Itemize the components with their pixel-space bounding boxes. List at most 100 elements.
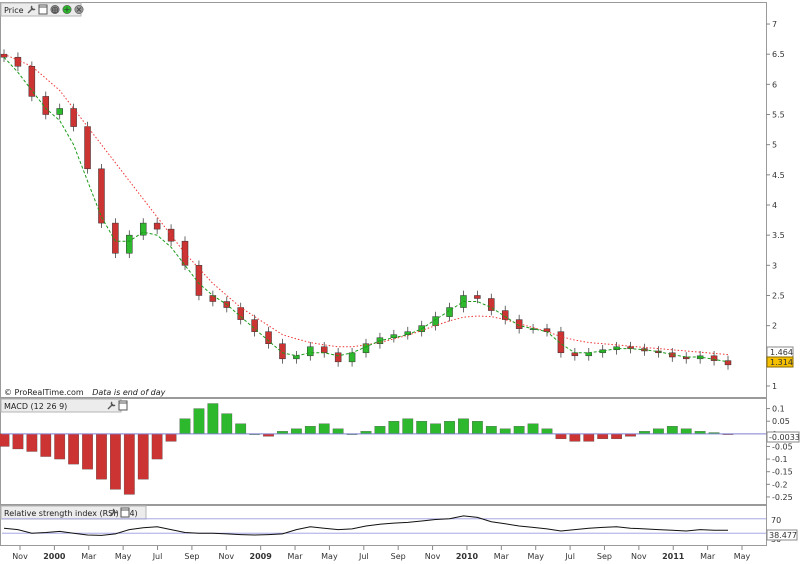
price-candle <box>153 218 161 234</box>
svg-text:+: + <box>64 5 71 14</box>
macd-bar <box>555 433 567 440</box>
macd-bar <box>151 433 163 460</box>
macd-tick-label: -0.25 <box>772 493 793 502</box>
price-candle <box>557 326 565 358</box>
x-tick-label: Mar <box>81 552 97 561</box>
macd-bar <box>416 421 428 434</box>
x-tick-label: Nov <box>218 552 234 561</box>
macd-bar <box>137 433 149 480</box>
macd-bar <box>458 418 469 434</box>
price-candle <box>362 338 370 358</box>
macd-bar <box>235 423 247 434</box>
svg-text:1.314: 1.314 <box>770 358 793 367</box>
macd-bar <box>304 426 316 434</box>
price-candles <box>0 49 732 370</box>
macd-bar <box>430 423 441 434</box>
macd-bar <box>12 433 24 450</box>
svg-text:Relative strength index (RSI): Relative strength index (RSI) (14) <box>4 509 138 518</box>
price-candle <box>488 293 495 316</box>
rsi-tick-70: 70 <box>771 516 781 525</box>
price-candle <box>501 305 509 325</box>
svg-text:-0.0033: -0.0033 <box>769 433 800 442</box>
price-candle <box>334 347 342 367</box>
price-candle <box>42 91 50 120</box>
macd-bar <box>207 403 219 434</box>
macd-tick-label: -0.1 <box>772 455 788 464</box>
price-candle <box>682 352 690 364</box>
macd-bar <box>444 421 455 434</box>
svg-text:38.477: 38.477 <box>769 531 797 540</box>
macd-bar <box>513 426 525 434</box>
price-candle <box>474 290 481 304</box>
wrench-icon[interactable] <box>109 508 118 517</box>
macd-bar <box>569 433 581 442</box>
price-candle <box>543 323 551 337</box>
macd-bar <box>597 433 609 440</box>
price-candle <box>279 338 286 364</box>
window-icon[interactable] <box>120 507 130 518</box>
price-candle <box>293 350 300 364</box>
window-icon[interactable] <box>118 400 128 411</box>
x-tick-label: 2010 <box>456 552 479 561</box>
zoom-icon[interactable]: ◎ <box>50 5 60 14</box>
macd-title-tag[interactable]: MACD (12 26 9) <box>0 398 122 413</box>
price-candle <box>348 347 356 367</box>
price-candle <box>251 314 258 337</box>
price-candle <box>404 326 412 340</box>
macd-tick-label: -0.15 <box>772 468 793 477</box>
x-tick-label: May <box>115 552 132 561</box>
rsi-panel <box>0 505 767 546</box>
macd-bar <box>402 418 414 434</box>
price-candle <box>209 290 217 307</box>
wrench-icon[interactable] <box>27 5 36 14</box>
x-tick-label: Nov <box>631 552 647 561</box>
price-candle <box>390 329 398 343</box>
x-tick-label: Mar <box>700 552 716 561</box>
macd-bar <box>332 428 344 434</box>
macd-bar <box>179 418 191 434</box>
price-candle <box>515 314 523 334</box>
price-candle <box>710 350 718 366</box>
svg-text:1.464: 1.464 <box>770 348 793 357</box>
macd-bar <box>374 426 386 434</box>
macd-bar <box>499 428 511 434</box>
macd-bar <box>54 433 66 460</box>
macd-bar <box>165 433 177 442</box>
add-icon[interactable]: + <box>62 5 72 14</box>
macd-bar <box>82 433 93 470</box>
price-tick-label: 2.5 <box>772 291 785 300</box>
x-axis: Nov 2000 Mar May Jul Sep Nov 2009 Mar May Jul Sep No… <box>12 546 751 561</box>
x-tick-label: Nov <box>12 552 28 561</box>
macd-bar <box>611 433 622 440</box>
price-candle <box>627 341 634 354</box>
macd-histogram <box>0 403 734 495</box>
x-tick-label: Jul <box>358 552 369 561</box>
macd-bar <box>221 413 233 434</box>
macd-bar <box>653 428 664 434</box>
wrench-icon[interactable] <box>107 401 116 410</box>
price-candle <box>724 355 732 370</box>
close-icon[interactable]: × <box>74 5 84 14</box>
x-tick-label: May <box>321 552 338 561</box>
price-last-badge-2: 1.314 <box>766 356 794 368</box>
macd-bar <box>26 433 38 452</box>
macd-bar <box>318 423 330 434</box>
svg-text:×: × <box>76 5 83 14</box>
macd-last-badge: -0.0033 <box>766 431 800 443</box>
window-icon[interactable] <box>38 4 48 15</box>
price-candle <box>307 341 314 361</box>
macd-bar <box>68 433 79 465</box>
x-tick-label: Sep <box>597 552 612 561</box>
macd-bar <box>485 426 497 434</box>
price-candle <box>139 218 147 240</box>
price-candle <box>585 347 593 361</box>
price-candle <box>98 163 105 228</box>
ma-long-line <box>3 53 729 356</box>
macd-bar <box>388 421 400 434</box>
price-tick-label: 6.5 <box>772 50 785 59</box>
watermark: © ProRealTime.com Data is end of day <box>4 388 166 397</box>
x-tick-label: Mar <box>494 552 510 561</box>
x-tick-label: May <box>527 552 544 561</box>
price-tick-label: 6 <box>772 80 777 89</box>
macd-tick-label: 0.05 <box>772 417 790 426</box>
